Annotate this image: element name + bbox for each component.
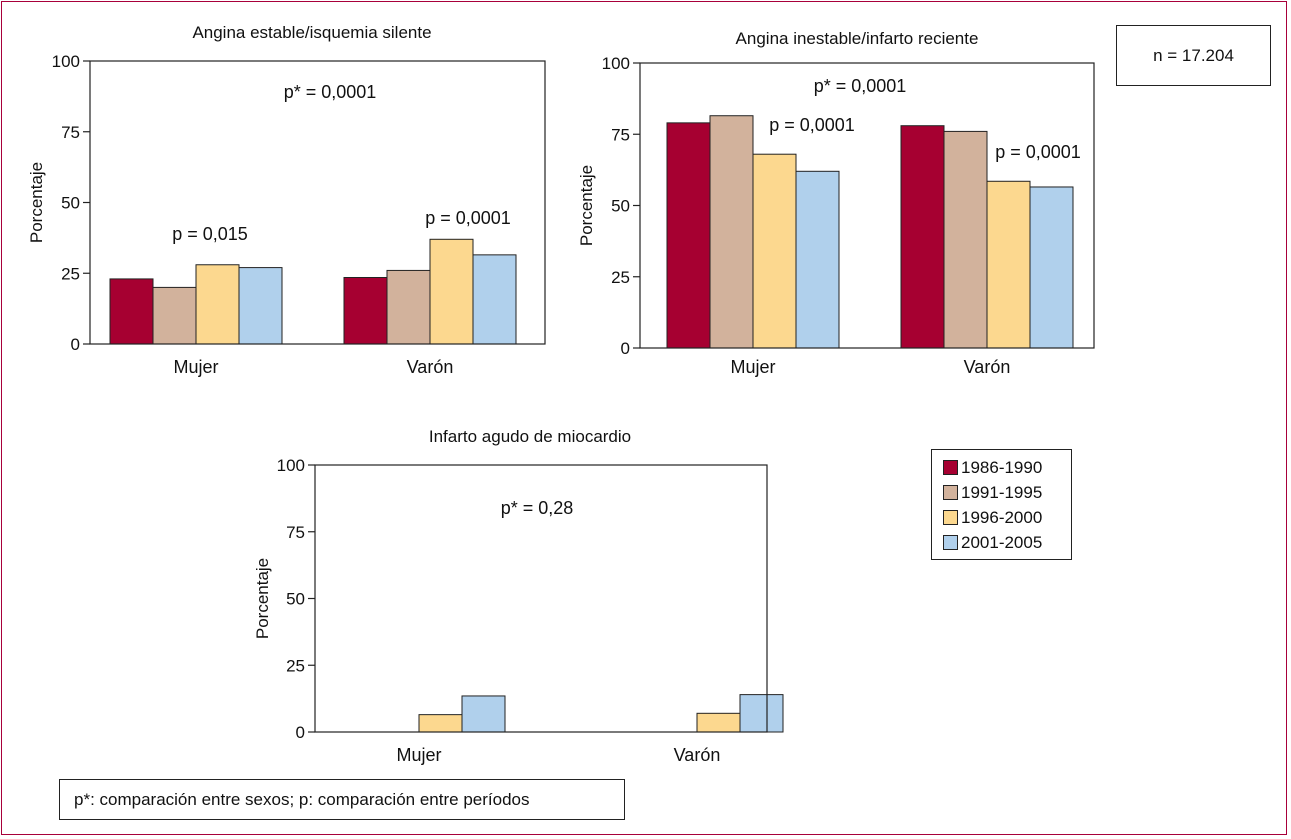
y-tick-label: 50 [61,194,80,213]
legend-item: 1991-1995 [943,480,1071,505]
p-value-annotation: p* = 0,28 [501,498,574,518]
category-label: Varón [674,745,721,765]
bar [238,267,283,345]
bar [666,122,711,349]
y-tick-label: 100 [52,52,80,71]
bar [900,125,945,349]
bar [943,130,988,349]
p-value-annotation: p = 0,015 [172,224,248,244]
sample-size-label: n = 17.204 [1153,45,1234,65]
chart-title: Infarto agudo de miocardio [429,427,631,446]
p-value-annotation: p* = 0,0001 [284,82,377,102]
category-label: Mujer [173,357,218,377]
legend-swatch [943,485,958,500]
legend-swatch [943,460,958,475]
bar [429,238,474,345]
y-tick-label: 25 [61,264,80,283]
bar [472,254,517,345]
footnote-text: p*: comparación entre sexos; p: comparac… [74,789,530,809]
y-tick-label: 0 [621,339,630,358]
y-tick-label: 50 [286,590,305,609]
bar [739,694,784,733]
bar [386,269,431,345]
y-tick-label: 75 [286,523,305,542]
footnote-box: p*: comparación entre sexos; p: comparac… [59,779,625,820]
legend-label: 1996-2000 [961,507,1043,527]
p-value-annotation: p = 0,0001 [769,115,855,135]
bar [986,180,1031,349]
p-value-annotation: p* = 0,0001 [814,76,907,96]
y-tick-label: 50 [611,197,630,216]
y-axis-label: Porcentaje [27,162,46,243]
legend-label: 1986-1990 [961,457,1043,477]
y-tick-label: 100 [602,54,630,73]
legend-item: 1996-2000 [943,505,1071,530]
bar [109,278,154,345]
bar [709,115,754,349]
y-tick-label: 0 [296,723,305,742]
category-label: Mujer [396,745,441,765]
bar [1029,186,1074,349]
y-tick-label: 75 [61,123,80,142]
category-label: Mujer [730,357,775,377]
legend-label: 2001-2005 [961,532,1043,552]
legend-swatch [943,510,958,525]
chart-title: Angina estable/isquemia silente [192,23,431,42]
y-axis-label: Porcentaje [253,558,272,639]
legend-item: 2001-2005 [943,530,1071,555]
y-tick-label: 100 [277,456,305,475]
sample-size-box: n = 17.204 [1116,25,1271,86]
p-value-annotation: p = 0,0001 [425,208,511,228]
bar [343,276,388,345]
p-value-annotation: p = 0,0001 [995,142,1081,162]
category-label: Varón [964,357,1011,377]
y-tick-label: 75 [611,125,630,144]
y-tick-label: 0 [71,335,80,354]
y-axis-label: Porcentaje [577,165,596,246]
y-tick-label: 25 [286,656,305,675]
legend: 1986-1990 1991-1995 1996-2000 2001-2005 [931,449,1072,560]
bar [152,286,197,345]
y-tick-label: 25 [611,268,630,287]
bar [461,695,506,733]
bar [418,714,463,733]
category-label: Varón [407,357,454,377]
chart-title: Angina inestable/infarto reciente [736,29,979,48]
bar [696,712,741,733]
legend-label: 1991-1995 [961,482,1043,502]
legend-item: 1986-1990 [943,455,1071,480]
bar [752,153,797,349]
legend-swatch [943,535,958,550]
bar [195,264,240,345]
bar [795,170,840,349]
